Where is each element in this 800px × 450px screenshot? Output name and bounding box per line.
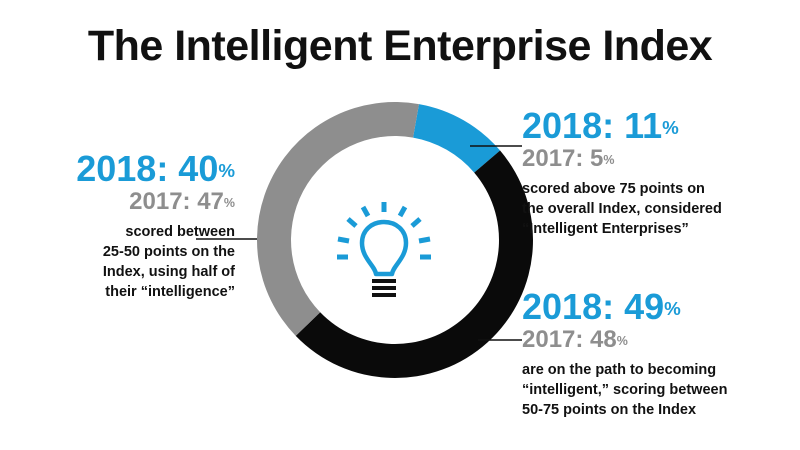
annotation-top-right: 2018: 11% 2017: 5% scored above 75 point… bbox=[522, 107, 792, 239]
desc-top-right: scored above 75 points on the overall In… bbox=[522, 181, 722, 237]
desc-bottom-right: are on the path to becoming “intelligent… bbox=[522, 362, 728, 418]
annotation-bottom-right: 2018: 49% 2017: 48% are on the path to b… bbox=[522, 288, 792, 420]
donut-segment-above-75 bbox=[413, 104, 501, 173]
pct-2018-bottom-right: 2018: 49% bbox=[522, 286, 681, 327]
pct-2017-left: 2017: 47% bbox=[129, 188, 235, 215]
annotation-left: 2018: 40% 2017: 47% scored between 25-50… bbox=[20, 150, 235, 302]
lightbulb-icon bbox=[337, 202, 431, 297]
pct-2018-left: 2018: 40% bbox=[76, 148, 235, 189]
pct-2017-bottom-right: 2017: 48% bbox=[522, 326, 628, 353]
page-title: The Intelligent Enterprise Index bbox=[87, 22, 713, 70]
donut-segment-25-50 bbox=[257, 102, 419, 336]
donut-segment-50-75 bbox=[295, 150, 533, 378]
pct-2017-top-right: 2017: 5% bbox=[522, 145, 615, 172]
desc-left: scored between 25-50 points on the Index… bbox=[102, 224, 235, 300]
pct-2018-top-right: 2018: 11% bbox=[522, 105, 679, 146]
